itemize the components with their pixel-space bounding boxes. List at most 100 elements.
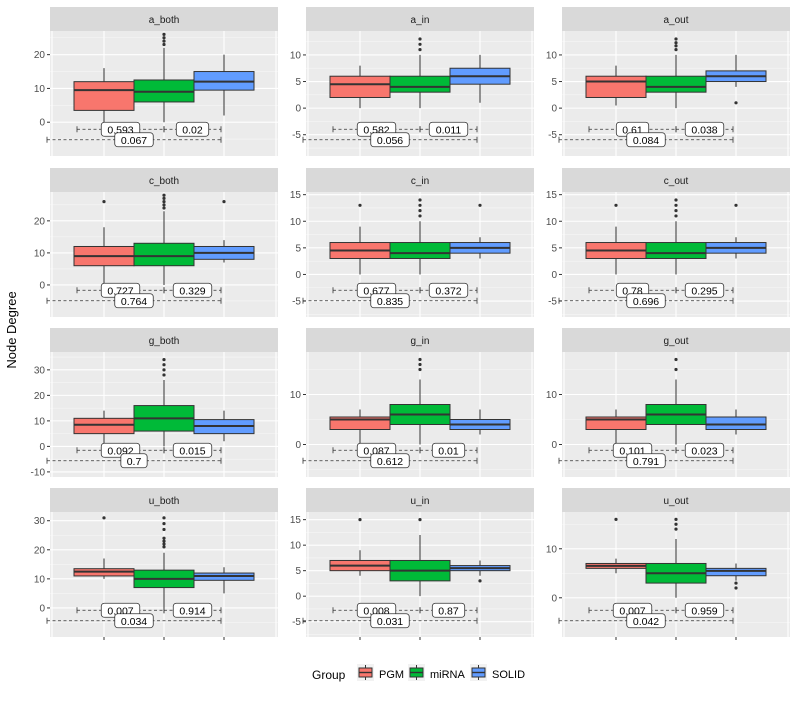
outlier-point [418, 209, 422, 213]
p-value-label: 0.015 [179, 445, 205, 457]
y-tick-label: 5 [295, 243, 301, 254]
outlier-point [674, 41, 678, 45]
outlier-point [674, 48, 678, 52]
y-tick-label: 10 [34, 248, 46, 259]
y-tick-label: 0 [295, 104, 301, 115]
y-tick-label: 10 [290, 217, 302, 228]
outlier-point [614, 203, 618, 207]
outlier-point [162, 363, 166, 367]
outlier-point [418, 198, 422, 202]
box-SOLID [193, 200, 255, 263]
box-miRNA [133, 358, 195, 447]
box-SOLID [193, 567, 255, 594]
outlier-point [162, 206, 166, 210]
box-PGM [73, 410, 135, 447]
p-value-label: 0.042 [633, 616, 659, 628]
strip-bg [50, 168, 278, 192]
box-PGM [585, 65, 647, 106]
strip-bg [562, 488, 790, 512]
p-value-label: 0.959 [691, 605, 717, 617]
panel-title: u_both [149, 496, 180, 507]
p-value-label: 0.011 [436, 124, 462, 136]
strip-bg [306, 7, 534, 31]
box-SOLID [705, 563, 767, 590]
outlier-point [162, 193, 166, 197]
outlier-point [418, 367, 422, 372]
box-PGM [73, 68, 135, 123]
y-tick-label: -5 [548, 297, 557, 308]
y-tick-label: 5 [551, 243, 557, 254]
outlier-point [162, 545, 166, 549]
box-miRNA [645, 357, 707, 445]
box-miRNA [645, 517, 707, 598]
outlier-point [162, 368, 166, 372]
legend-item-SOLID: SOLID [470, 664, 525, 681]
y-tick-label: 0 [551, 104, 557, 115]
outlier-point [162, 542, 166, 546]
outlier-point [674, 37, 678, 41]
box-miRNA [133, 193, 195, 285]
outlier-point [162, 527, 166, 532]
box-SOLID [193, 410, 255, 442]
outlier-point [418, 37, 422, 41]
y-tick-label: 15 [546, 190, 558, 201]
y-tick-label: 15 [290, 515, 302, 526]
y-tick-label: 10 [34, 574, 46, 585]
outlier-point [162, 39, 166, 43]
box-SOLID [705, 409, 767, 435]
outlier-point [162, 203, 166, 207]
box-miRNA [133, 32, 195, 123]
y-tick-label: 0 [39, 280, 45, 291]
outlier-point [734, 581, 738, 585]
legend-label: PGM [379, 669, 404, 681]
y-tick-label: 0 [39, 118, 45, 129]
outlier-point [674, 214, 678, 218]
y-tick-label: -5 [548, 130, 557, 141]
outlier-point [674, 522, 678, 526]
p-value-label: 0.835 [377, 296, 403, 308]
p-value-label: 0.038 [691, 124, 717, 136]
outlier-point [162, 358, 166, 362]
y-tick-label: 0 [39, 442, 45, 453]
p-value-label: 0.7 [127, 456, 142, 468]
box-SOLID [705, 54, 767, 105]
outlier-point [358, 518, 362, 522]
y-tick-label: 10 [546, 217, 558, 228]
outlier-point [162, 32, 166, 36]
outlier-point [162, 36, 166, 40]
y-tick-label: 20 [34, 50, 46, 61]
y-tick-label: 10 [290, 50, 302, 61]
panel-title: g_out [663, 336, 688, 347]
box-miRNA [389, 37, 451, 109]
box-SOLID [449, 54, 511, 103]
y-tick-label: 10 [546, 390, 558, 401]
outlier-point [418, 362, 422, 367]
outlier-point [418, 214, 422, 218]
y-tick-label: 0 [551, 440, 557, 451]
panel-title: c_in [411, 176, 429, 187]
strip-bg [50, 488, 278, 512]
y-tick-label: 10 [546, 544, 558, 555]
panel-title: a_both [149, 15, 180, 26]
legend-title: Group [312, 668, 346, 682]
p-value-label: 0.067 [121, 135, 147, 147]
y-tick-label: 0 [295, 440, 301, 451]
y-tick-label: -5 [292, 297, 301, 308]
box-SOLID [193, 54, 255, 116]
y-tick-label: 20 [34, 545, 46, 556]
p-value-label: 0.031 [377, 616, 403, 628]
y-tick-label: 0 [551, 270, 557, 281]
outlier-point [358, 203, 362, 207]
panel-title: a_out [663, 15, 688, 26]
y-tick-label: 20 [34, 216, 46, 227]
p-value-label: 0.023 [691, 445, 717, 457]
p-value-label: 0.696 [633, 296, 659, 308]
y-tick-label: 10 [34, 84, 46, 95]
